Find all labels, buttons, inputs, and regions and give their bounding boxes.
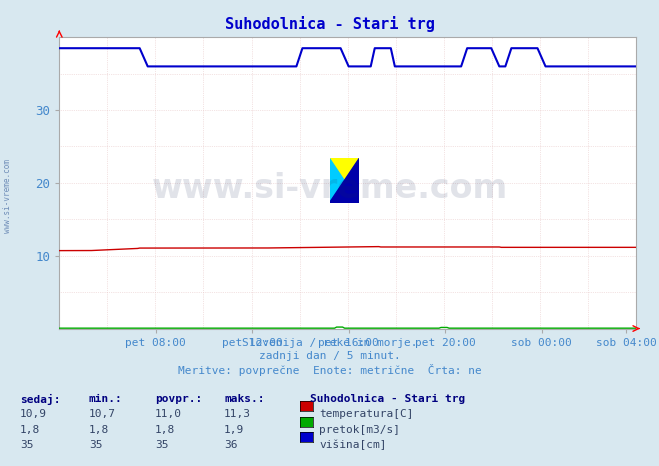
Text: pretok[m3/s]: pretok[m3/s] bbox=[319, 425, 400, 434]
Text: Meritve: povprečne  Enote: metrične  Črta: ne: Meritve: povprečne Enote: metrične Črta:… bbox=[178, 364, 481, 376]
Text: Suhodolnica - Stari trg: Suhodolnica - Stari trg bbox=[310, 394, 465, 404]
Text: 1,8: 1,8 bbox=[155, 425, 175, 434]
Text: Suhodolnica - Stari trg: Suhodolnica - Stari trg bbox=[225, 16, 434, 32]
Polygon shape bbox=[330, 158, 359, 203]
Text: 35: 35 bbox=[89, 440, 102, 450]
Text: temperatura[C]: temperatura[C] bbox=[319, 409, 413, 419]
Text: maks.:: maks.: bbox=[224, 394, 264, 404]
Text: 11,3: 11,3 bbox=[224, 409, 251, 419]
Text: 35: 35 bbox=[155, 440, 168, 450]
Text: 36: 36 bbox=[224, 440, 237, 450]
Text: min.:: min.: bbox=[89, 394, 123, 404]
Text: 35: 35 bbox=[20, 440, 33, 450]
Text: 10,9: 10,9 bbox=[20, 409, 47, 419]
Text: sedaj:: sedaj: bbox=[20, 394, 60, 405]
Text: 1,9: 1,9 bbox=[224, 425, 244, 434]
Text: 1,8: 1,8 bbox=[20, 425, 40, 434]
Polygon shape bbox=[330, 158, 359, 203]
Polygon shape bbox=[330, 158, 359, 203]
Text: www.si-vreme.com: www.si-vreme.com bbox=[3, 159, 13, 233]
Text: 1,8: 1,8 bbox=[89, 425, 109, 434]
Text: 11,0: 11,0 bbox=[155, 409, 182, 419]
Text: povpr.:: povpr.: bbox=[155, 394, 202, 404]
Text: 10,7: 10,7 bbox=[89, 409, 116, 419]
Text: Slovenija / reke in morje.: Slovenija / reke in morje. bbox=[242, 338, 417, 348]
Text: višina[cm]: višina[cm] bbox=[319, 440, 386, 450]
Text: www.si-vreme.com: www.si-vreme.com bbox=[152, 172, 507, 205]
Text: zadnji dan / 5 minut.: zadnji dan / 5 minut. bbox=[258, 351, 401, 361]
